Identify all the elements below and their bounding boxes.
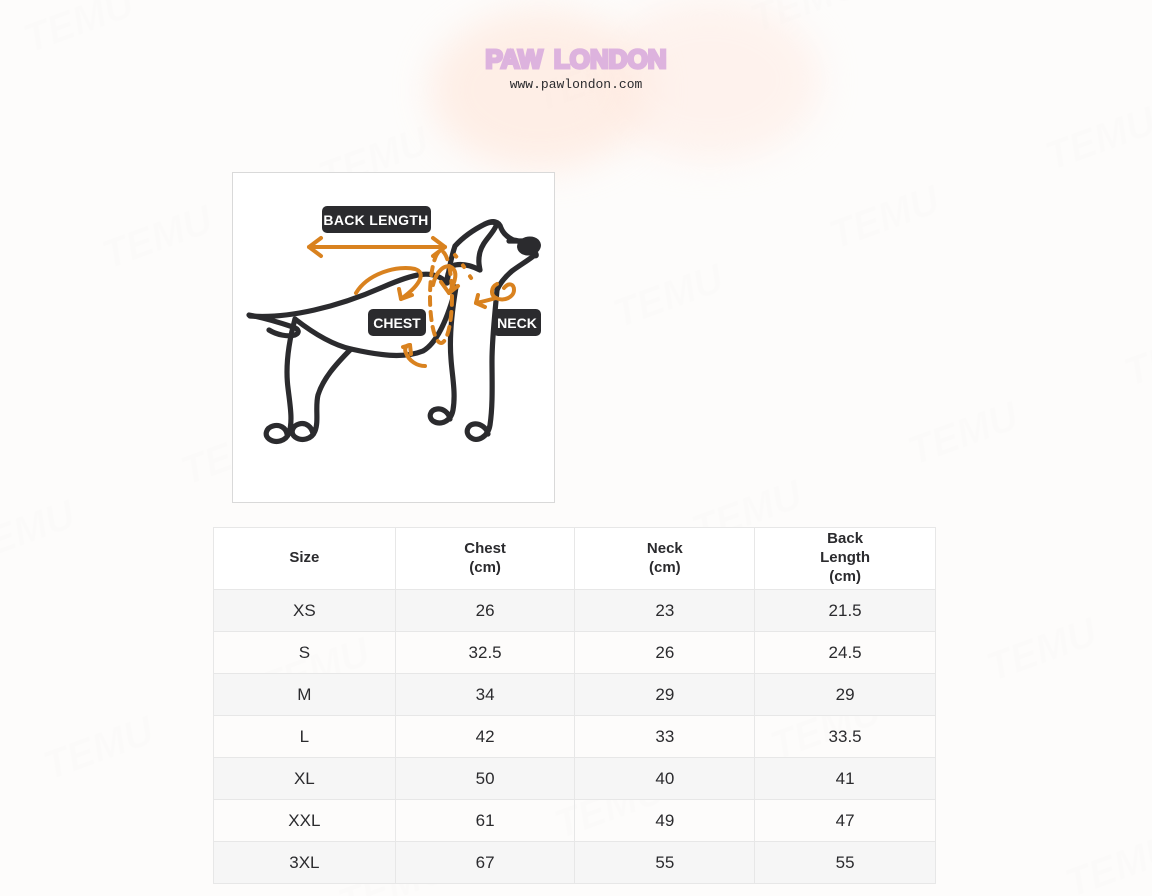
svg-text:BACK LENGTH: BACK LENGTH bbox=[323, 212, 428, 228]
svg-text:NECK: NECK bbox=[497, 315, 537, 331]
svg-text:CHEST: CHEST bbox=[373, 315, 421, 331]
